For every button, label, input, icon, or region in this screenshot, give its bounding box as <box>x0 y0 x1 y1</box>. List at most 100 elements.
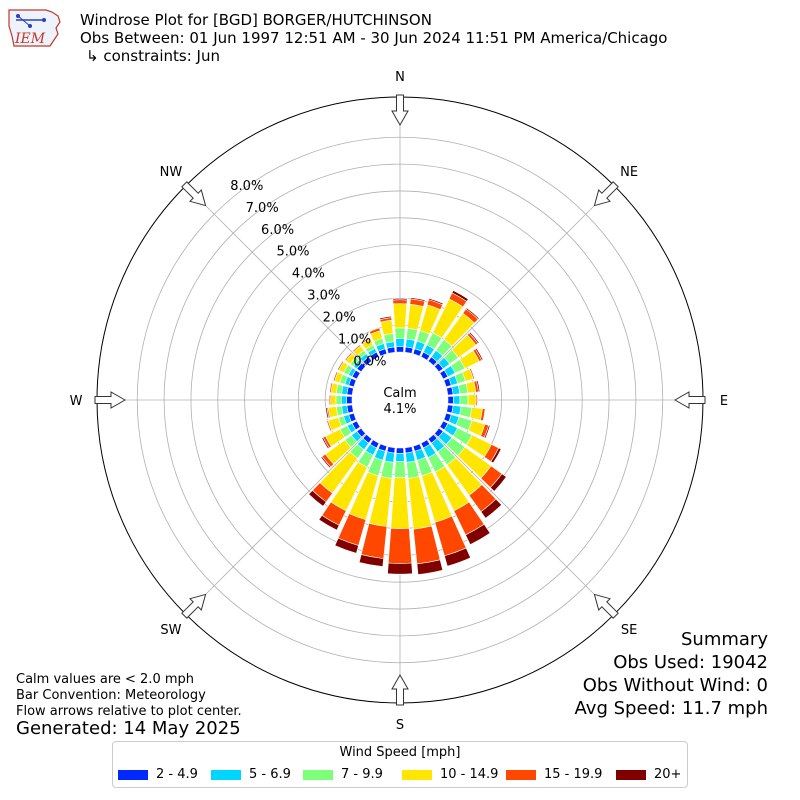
bar-segment <box>451 290 469 302</box>
bar-segment <box>387 562 413 575</box>
legend-swatch <box>402 770 432 780</box>
compass-label-sw: SW <box>160 623 181 638</box>
flow-arrow-icon <box>391 673 409 706</box>
iem-logo: IEM <box>8 9 61 47</box>
bar-segment <box>468 331 480 344</box>
calm-note: Calm values are < 2.0 mph <box>16 672 195 687</box>
bar-segment <box>360 522 388 559</box>
compass-label-ne: NE <box>620 165 638 180</box>
legend-swatch <box>506 770 536 780</box>
bar-segment <box>318 514 340 531</box>
bar-segment <box>329 382 333 394</box>
bar-segment <box>392 298 408 301</box>
bar-segment <box>452 395 461 405</box>
summary-obs-used: Obs Used: 19042 <box>613 652 768 673</box>
legend-title: Wind Speed [mph] <box>339 745 461 760</box>
flow-arrow-icon <box>181 181 207 207</box>
compass-label-w: W <box>70 394 83 409</box>
flow-arrows-note: Flow arrows relative to plot center. <box>16 704 242 719</box>
grid-spoke <box>433 433 615 615</box>
radial-tick-label: 4.0% <box>292 267 325 282</box>
summary-title: Summary <box>681 629 768 650</box>
bar-segment <box>405 327 418 341</box>
bar-segment <box>413 525 441 565</box>
flow-arrow-icon <box>94 391 127 409</box>
grid-spoke <box>433 185 615 367</box>
bar-segment <box>334 537 359 554</box>
bar-segment <box>340 395 348 405</box>
bar-segment <box>390 477 410 529</box>
bar-segment <box>416 559 444 575</box>
obs-range: Obs Between: 01 Jun 1997 12:51 AM - 30 J… <box>80 29 668 47</box>
bar-segment <box>395 452 405 462</box>
flow-arrow-icon <box>593 593 619 619</box>
legend-swatch <box>303 770 333 780</box>
flow-arrow-icon <box>593 181 619 207</box>
bar-segment <box>395 447 405 454</box>
flow-arrow-icon <box>391 94 409 127</box>
bar-segment <box>469 367 475 380</box>
constraints: ↳ constraints: Jun <box>86 47 220 65</box>
bar-segment <box>328 394 332 406</box>
svg-text:IEM: IEM <box>14 31 46 47</box>
chart-title: Windrose Plot for [BGD] BORGER/HUTCHINSO… <box>80 11 432 29</box>
bar-segment <box>444 547 471 567</box>
bar-segment <box>330 394 337 406</box>
bar-segment <box>480 408 486 422</box>
radial-tick-label: 2.0% <box>323 311 356 326</box>
flow-arrow-icon <box>673 391 706 409</box>
bar-segment <box>344 352 353 362</box>
bar-segment <box>358 554 384 567</box>
bar-segment <box>346 395 353 405</box>
summary-obs-without-wind: Obs Without Wind: 0 <box>582 675 768 696</box>
grid-spoke <box>185 185 367 367</box>
bar-segment <box>480 498 503 519</box>
bar-segment <box>332 371 339 382</box>
bar-segment <box>335 395 342 405</box>
bar-segment <box>490 447 502 464</box>
bar-segment <box>465 307 480 320</box>
grid-spoke <box>185 433 367 615</box>
bar-segment <box>379 315 392 320</box>
bar-segment <box>360 337 371 344</box>
bar-segment <box>308 489 327 507</box>
legend-swatch <box>211 770 241 780</box>
bar-segment <box>380 460 394 479</box>
compass-label-s: S <box>396 718 404 733</box>
bar-segment <box>369 327 381 335</box>
bar-segment <box>380 319 394 336</box>
legend-swatch <box>118 770 148 780</box>
bar-segment <box>405 451 416 463</box>
bar-segment <box>483 424 491 439</box>
bar-segment <box>475 394 478 406</box>
bar-segment <box>467 394 477 406</box>
legend: Wind Speed [mph] 2 - 4.9 5 - 6.9 7 - 9.9… <box>112 741 688 788</box>
compass-label-e: E <box>720 394 728 409</box>
bar-segment <box>428 297 444 306</box>
radial-tick-label: 5.0% <box>276 245 309 260</box>
bar-segment <box>395 338 405 348</box>
calm-area <box>352 352 448 448</box>
summary-avg-speed: Avg Speed: 11.7 mph <box>574 698 768 719</box>
bar-segment <box>394 460 406 478</box>
bar-segment <box>337 360 344 371</box>
bar-segment <box>459 394 469 406</box>
compass-label-nw: NW <box>160 165 183 180</box>
radial-tick-label: 0.0% <box>353 355 386 370</box>
bar-segment <box>447 395 454 405</box>
bar-segment <box>392 303 408 329</box>
legend-swatch <box>616 770 646 780</box>
bar-segment <box>406 460 420 479</box>
bar-segment <box>410 297 426 302</box>
compass-label-se: SE <box>621 623 637 638</box>
radial-tick-label: 7.0% <box>246 201 279 216</box>
bar-segment <box>476 380 481 393</box>
calm-value: 4.1% <box>383 402 416 417</box>
bar-convention-note: Bar Convention: Meteorology <box>16 688 206 703</box>
bar-segment <box>384 451 395 463</box>
bar-segment <box>465 523 491 545</box>
bar-segment <box>325 407 330 419</box>
bar-segment <box>321 436 330 450</box>
bar-segment <box>352 344 362 353</box>
